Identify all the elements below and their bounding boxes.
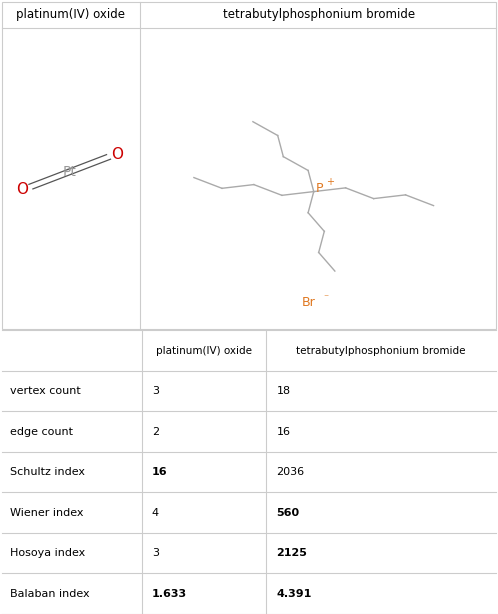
Text: 3: 3 (152, 548, 159, 558)
Text: 2125: 2125 (276, 548, 307, 558)
Text: +: + (326, 177, 334, 187)
Text: 4: 4 (152, 508, 159, 518)
Text: Pt: Pt (63, 165, 77, 179)
Text: 2: 2 (152, 427, 159, 437)
Text: 4.391: 4.391 (276, 589, 312, 599)
Text: tetrabutylphosphonium bromide: tetrabutylphosphonium bromide (223, 7, 415, 20)
Text: Schultz index: Schultz index (10, 467, 85, 477)
Text: Hosoya index: Hosoya index (10, 548, 85, 558)
Text: 3: 3 (152, 386, 159, 396)
Text: O: O (112, 147, 124, 161)
Text: tetrabutylphosphonium bromide: tetrabutylphosphonium bromide (296, 346, 466, 356)
Text: platinum(IV) oxide: platinum(IV) oxide (156, 346, 252, 356)
Text: Br: Br (302, 296, 316, 309)
Text: O: O (16, 182, 28, 196)
Text: 2036: 2036 (276, 467, 304, 477)
Text: 16: 16 (152, 467, 167, 477)
Text: edge count: edge count (10, 427, 73, 437)
Text: platinum(IV) oxide: platinum(IV) oxide (16, 7, 124, 20)
Text: vertex count: vertex count (10, 386, 81, 396)
Text: 16: 16 (276, 427, 290, 437)
Text: Wiener index: Wiener index (10, 508, 84, 518)
Text: 1.633: 1.633 (152, 589, 187, 599)
Text: Balaban index: Balaban index (10, 589, 90, 599)
Text: 560: 560 (276, 508, 299, 518)
Text: P: P (316, 182, 324, 195)
Text: 18: 18 (276, 386, 290, 396)
Text: ⁻: ⁻ (324, 293, 329, 303)
